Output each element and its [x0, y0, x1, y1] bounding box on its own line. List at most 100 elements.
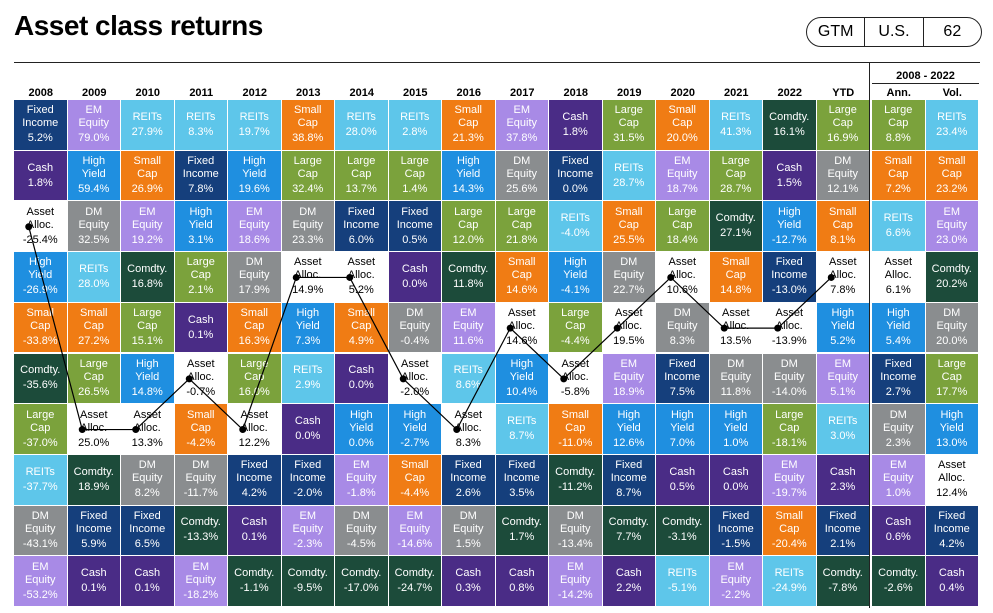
asset-class: DM Equity: [24, 509, 56, 535]
return: 21.3%: [452, 132, 484, 145]
cell: REITs 28.0%: [335, 100, 388, 150]
return: 12.0%: [452, 233, 484, 246]
return: -4.4%: [560, 335, 590, 348]
dot: [239, 426, 247, 434]
cell: REITs -24.9%: [763, 556, 816, 606]
cell: Comdty. 11.8%: [442, 252, 495, 302]
asset-class: Large Cap: [561, 307, 590, 333]
cell: Large Cap 8.8%: [872, 100, 925, 150]
return: 20.0%: [936, 335, 968, 348]
asset-class: EM Equity: [827, 357, 859, 383]
cell: Small Cap 20.0%: [656, 100, 709, 150]
cell: Comdty. -11.2%: [549, 454, 602, 505]
cell: REITs 8.6%: [442, 353, 495, 404]
tag: U.S.: [864, 18, 922, 46]
asset-class: EM Equity: [936, 205, 968, 231]
return: 19.7%: [238, 125, 270, 138]
return: 19.2%: [131, 233, 163, 246]
cell: Cash 0.0%: [709, 454, 762, 505]
cell: Comdty. -17.0%: [335, 556, 388, 606]
dot: [346, 273, 354, 281]
cell: Fixed Income 5.9%: [67, 505, 120, 556]
asset-class: Small Cap: [614, 205, 643, 231]
dot: [827, 273, 835, 281]
cell: Small Cap -4.4%: [388, 454, 441, 505]
return: 20.2%: [936, 277, 968, 290]
cell: Cash 1.8%: [14, 150, 67, 201]
dot: [132, 426, 140, 434]
return: 14.9%: [292, 284, 324, 297]
cell: Asset Alloc. -25.4%: [14, 201, 67, 252]
asset-class: REITs: [937, 110, 967, 123]
return: 12.4%: [936, 487, 968, 500]
asset-class: Asset Alloc.: [26, 205, 54, 231]
asset-class: Fixed Income: [933, 509, 970, 535]
return: 1.8%: [562, 125, 588, 138]
return: 13.3%: [131, 436, 163, 449]
asset-class: High Yield: [402, 408, 427, 434]
cell: DM Equity -4.5%: [335, 505, 388, 556]
asset-class: EM Equity: [78, 104, 110, 130]
return: 14.8%: [720, 284, 752, 297]
cell: Cash 1.8%: [549, 100, 602, 150]
dot: [25, 223, 33, 231]
return: -43.1%: [22, 537, 58, 550]
asset-class: REITs: [25, 465, 55, 478]
asset-class: DM Equity: [666, 307, 698, 333]
return: 8.3%: [669, 335, 695, 348]
cell: High Yield 14.3%: [442, 150, 495, 201]
asset-class: Large Cap: [775, 408, 804, 434]
tag: 62: [922, 18, 981, 46]
return: 0.6%: [885, 531, 911, 544]
cell: Asset Alloc. 12.2%: [228, 404, 281, 454]
cell: Cash 1.5%: [763, 150, 816, 201]
cell: DM Equity 20.0%: [925, 302, 978, 353]
asset-class: High Yield: [81, 155, 106, 181]
asset-class: High Yield: [349, 408, 374, 434]
cell: Small Cap 8.1%: [816, 201, 869, 252]
asset-class: REITs: [828, 415, 858, 428]
asset-class: EM Equity: [773, 459, 805, 485]
return: 19.5%: [613, 335, 645, 348]
return: 17.7%: [936, 385, 968, 398]
return: 7.5%: [669, 385, 695, 398]
return: -24.7%: [397, 582, 433, 595]
return: -26.9%: [22, 284, 58, 297]
asset-class: DM Equity: [559, 509, 591, 535]
return: 11.8%: [720, 385, 751, 398]
cell: Fixed Income 2.1%: [816, 505, 869, 556]
cell: Comdty. -2.6%: [872, 556, 925, 606]
asset-class: Comdty.: [234, 567, 275, 580]
cell: Comdty. 20.2%: [925, 252, 978, 302]
return: 5.9%: [81, 537, 107, 550]
asset-class: EM Equity: [666, 155, 698, 181]
return: 13.0%: [936, 436, 968, 449]
cell: High Yield 13.0%: [925, 404, 978, 454]
return: 13.5%: [720, 335, 752, 348]
column-header: Ann.: [886, 87, 911, 99]
return: 28.7%: [613, 176, 645, 189]
asset-class: High Yield: [939, 408, 964, 434]
asset-class: EM Equity: [882, 459, 914, 485]
cell: REITs 8.3%: [174, 100, 227, 150]
cell: Comdty. -13.3%: [174, 505, 227, 556]
cell: DM Equity -0.4%: [388, 302, 441, 353]
asset-class: Fixed Income: [22, 104, 59, 130]
cell: Large Cap 16.0%: [228, 353, 281, 404]
cell: Large Cap -37.0%: [14, 404, 67, 454]
cell: EM Equity 18.9%: [602, 353, 655, 404]
asset-class: Small Cap: [240, 307, 268, 333]
asset-class: Small Cap: [454, 104, 482, 130]
asset-class: Cash: [776, 161, 803, 174]
return: 14.6%: [506, 284, 538, 297]
cell: High Yield -12.7%: [763, 201, 816, 252]
return: 14.8%: [131, 385, 163, 398]
connector: [28, 226, 832, 431]
return: 20.0%: [666, 132, 698, 145]
asset-class: Cash: [401, 262, 428, 275]
cell: REITs -4.0%: [549, 201, 602, 252]
return: -14.6%: [397, 537, 433, 550]
return: 5.2%: [27, 132, 53, 145]
return: 8.8%: [885, 132, 911, 145]
cell: EM Equity -2.3%: [281, 505, 334, 556]
